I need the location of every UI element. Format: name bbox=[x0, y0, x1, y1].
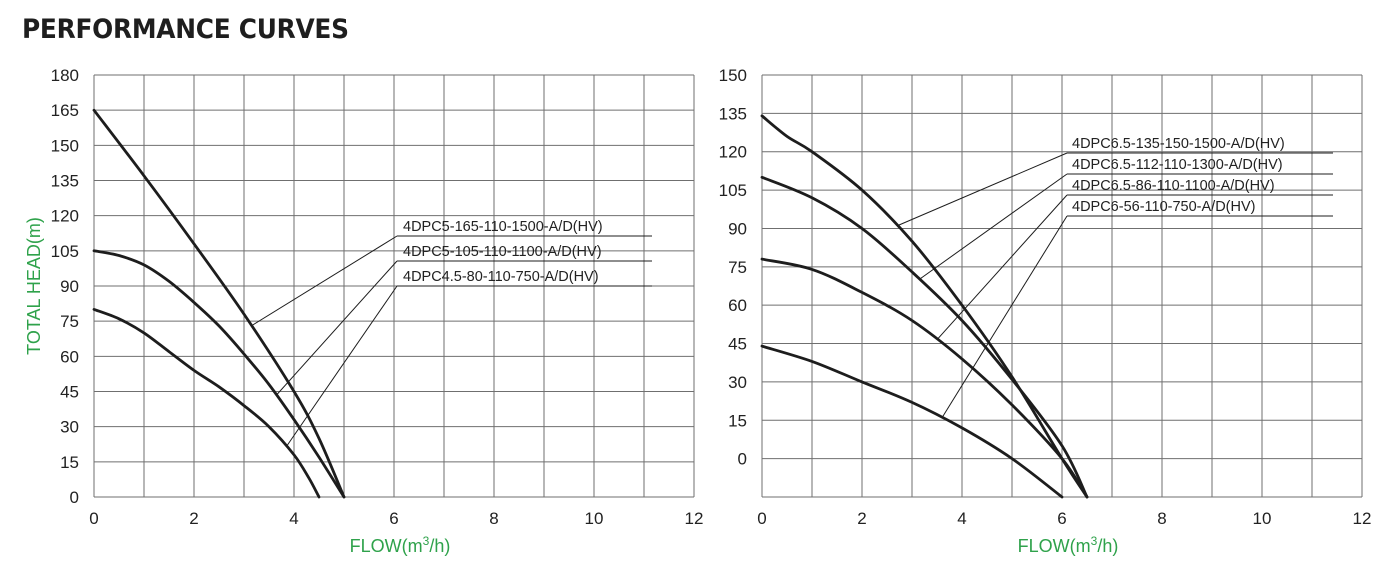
y-tick-label: 150 bbox=[51, 136, 79, 155]
page-title: PERFORMANCE CURVES bbox=[22, 14, 349, 45]
series-curve bbox=[92, 308, 321, 499]
series-curve bbox=[760, 175, 1089, 499]
y-tick-label: 0 bbox=[70, 488, 79, 507]
y-tick-label: 135 bbox=[719, 104, 747, 123]
series-curve bbox=[760, 344, 1064, 499]
x-tick-label: 6 bbox=[389, 509, 398, 528]
x-tick-label: 8 bbox=[1157, 509, 1166, 528]
x-tick-label: 2 bbox=[857, 509, 866, 528]
y-tick-label: 30 bbox=[60, 418, 79, 437]
y-tick-label: 165 bbox=[51, 101, 79, 120]
x-tick-label: 10 bbox=[1253, 509, 1272, 528]
y-tick-label: 75 bbox=[728, 258, 747, 277]
y-tick-label: 75 bbox=[60, 312, 79, 331]
legend-label: 4DPC4.5-80-110-750-A/D(HV) bbox=[403, 269, 599, 285]
legend-leader-line bbox=[896, 152, 1068, 227]
legend-label: 4DPC6-56-110-750-A/D(HV) bbox=[1072, 199, 1255, 215]
series-curve bbox=[92, 108, 346, 499]
y-tick-label: 90 bbox=[60, 277, 79, 296]
y-tick-label: 120 bbox=[51, 207, 79, 226]
x-tick-label: 4 bbox=[289, 509, 298, 528]
legend-label: 4DPC6.5-86-110-1100-A/D(HV) bbox=[1072, 178, 1275, 194]
y-tick-label: 135 bbox=[51, 172, 79, 191]
y-tick-label: 45 bbox=[728, 335, 747, 354]
left-chart: 0 2 4 6 8 10 120153045607590105120135150165180… bbox=[24, 66, 703, 556]
x-tick-label: 2 bbox=[189, 509, 198, 528]
y-tick-label: 105 bbox=[51, 242, 79, 261]
legend-label: 4DPC6.5-112-110-1300-A/D(HV) bbox=[1072, 157, 1283, 173]
series-curve bbox=[760, 114, 1089, 499]
legend-label: 4DPC5-165-110-1500-A/D(HV) bbox=[403, 219, 603, 235]
y-tick-label: 180 bbox=[51, 66, 79, 85]
legend-label: 4DPC5-105-110-1100-A/D(HV) bbox=[403, 244, 602, 260]
y-tick-label: 15 bbox=[728, 411, 747, 430]
x-tick-label: 6 bbox=[1057, 509, 1066, 528]
legend-leader-line bbox=[286, 285, 398, 447]
series-curve bbox=[760, 257, 1089, 499]
legend-leader-line bbox=[941, 215, 1068, 418]
legend-label: 4DPC6.5-135-150-1500-A/D(HV) bbox=[1072, 136, 1285, 152]
legend-leader-line bbox=[936, 194, 1068, 341]
y-tick-label: 0 bbox=[738, 450, 747, 469]
y-tick-label: 150 bbox=[719, 66, 747, 85]
x-axis-label: FLOW(m3/h) bbox=[350, 534, 451, 556]
y-tick-label: 120 bbox=[719, 143, 747, 162]
x-tick-label: 8 bbox=[489, 509, 498, 528]
series-curve bbox=[92, 249, 346, 499]
x-tick-label: 4 bbox=[957, 509, 966, 528]
legend-leader-line bbox=[276, 260, 398, 396]
y-tick-label: 15 bbox=[60, 453, 79, 472]
x-tick-label: 12 bbox=[1353, 509, 1372, 528]
y-tick-label: 45 bbox=[60, 383, 79, 402]
x-tick-label: 0 bbox=[89, 509, 98, 528]
y-tick-label: 105 bbox=[719, 181, 747, 200]
x-tick-label: 10 bbox=[585, 509, 604, 528]
right-chart: 0 2 4 6 8 10 120153045607590105120135150FLOW(m… bbox=[719, 66, 1372, 556]
y-tick-label: 30 bbox=[728, 373, 747, 392]
legend-leader-line bbox=[251, 235, 398, 327]
legend-leader-line bbox=[919, 173, 1068, 280]
y-tick-label: 90 bbox=[728, 219, 747, 238]
x-tick-label: 12 bbox=[685, 509, 704, 528]
x-axis-label: FLOW(m3/h) bbox=[1018, 534, 1119, 556]
y-tick-label: 60 bbox=[728, 296, 747, 315]
y-axis-label: TOTAL HEAD(m) bbox=[24, 217, 44, 355]
y-tick-label: 60 bbox=[60, 347, 79, 366]
x-tick-label: 0 bbox=[757, 509, 766, 528]
